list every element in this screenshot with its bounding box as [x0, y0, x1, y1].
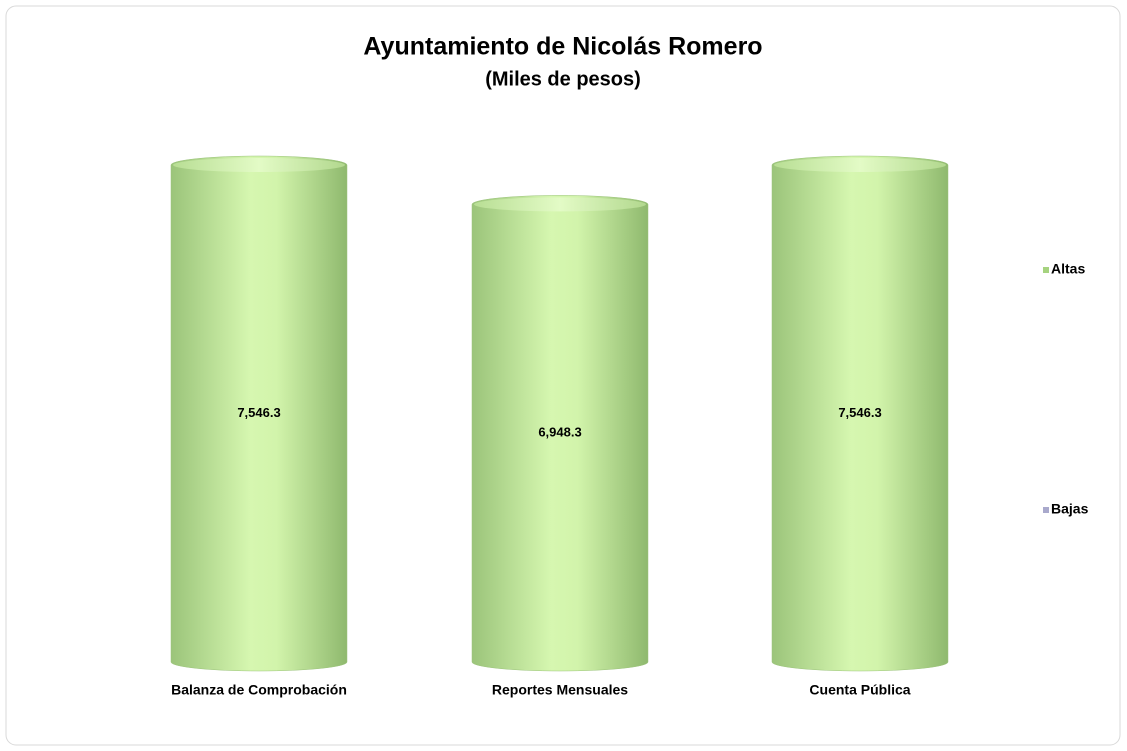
data-label: 7,546.3 — [838, 405, 881, 420]
bar-top — [474, 197, 646, 212]
data-label: 7,546.3 — [237, 405, 280, 420]
x-tick-label: Balanza de Comprobación — [171, 682, 347, 698]
bar — [170, 155, 348, 672]
legend-label: Altas — [1051, 261, 1085, 277]
bar — [471, 195, 649, 672]
bar-top — [774, 158, 946, 172]
legend-swatch — [1043, 507, 1049, 513]
chart-subtitle: (Miles de pesos) — [485, 68, 641, 90]
x-tick-label: Reportes Mensuales — [492, 682, 628, 698]
chart-title: Ayuntamiento de Nicolás Romero — [363, 33, 762, 61]
legend-label: Bajas — [1051, 501, 1089, 517]
bar-top — [173, 158, 345, 172]
legend-swatch — [1043, 267, 1049, 273]
x-tick-label: Cuenta Pública — [809, 682, 910, 698]
data-label: 6,948.3 — [538, 425, 581, 440]
bar — [771, 155, 949, 672]
